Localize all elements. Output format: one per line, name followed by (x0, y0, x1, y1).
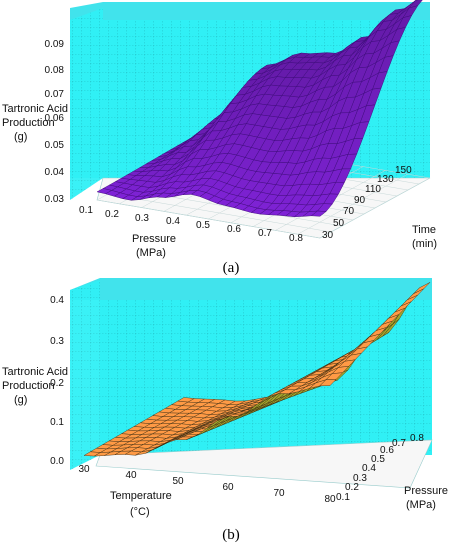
panel-a-x-ticks: 0.1 0.2 0.3 0.4 0.5 0.6 0.7 0.8 (79, 205, 303, 244)
panel-b-z-label: Tartronic Acid (2, 366, 68, 378)
z-tick: 0.07 (45, 89, 65, 100)
z-tick: 0.05 (45, 140, 65, 151)
panel-b-x-label: Temperature (110, 490, 172, 502)
panel-a-x-label: Pressure (132, 233, 176, 245)
y-tick: 30 (322, 230, 334, 241)
y-tick: 110 (365, 184, 381, 195)
panel-a-surface (96, 0, 423, 218)
surface-b-patch (319, 378, 337, 387)
z-tick: 0.2 (50, 378, 64, 389)
surface-a-patch (310, 210, 327, 217)
y-tick: 70 (343, 206, 355, 217)
y-tick: 90 (354, 195, 366, 206)
x-tick: 0.5 (196, 220, 210, 231)
x-tick: 0.8 (289, 233, 303, 244)
panel-a-caption: (a) (223, 260, 240, 276)
panel-b-top-band (70, 278, 432, 300)
panel-a-y-ticks: 30 50 70 90 110 130 150 (322, 165, 412, 241)
x-tick: 50 (172, 476, 184, 487)
x-tick: 70 (273, 488, 285, 499)
z-tick: 0.3 (50, 336, 64, 347)
x-tick: 0.7 (258, 228, 272, 239)
panel-b-caption: (b) (222, 527, 240, 543)
panel-b-y-ticks: 0.1 0.2 0.3 0.4 0.5 0.6 0.7 0.8 (336, 433, 424, 503)
x-tick: 0.6 (227, 224, 241, 235)
panel-b: 0.4 0.3 0.2 0.1 0.0 30 40 50 60 70 80 0.… (2, 278, 448, 518)
panel-b-x-ticks: 30 40 50 60 70 80 (78, 464, 336, 505)
y-tick: 150 (395, 165, 412, 176)
y-tick: 50 (333, 218, 345, 229)
floor-grid-line (319, 177, 431, 239)
y-tick: 130 (377, 174, 394, 185)
z-tick: 0.06 (45, 113, 65, 124)
panel-b-z-label: (g) (14, 394, 27, 406)
panel-b-x-label: (°C) (130, 506, 150, 518)
panel-a-z-label: Production (2, 117, 55, 129)
panel-a-y-label: Time (412, 224, 436, 236)
panel-b-surface (83, 282, 431, 457)
x-tick: 0.3 (135, 213, 149, 224)
y-tick: 0.3 (353, 473, 367, 484)
x-tick: 0.1 (79, 205, 93, 216)
panel-a-x-label: (MPa) (136, 247, 166, 259)
panel-b-y-label: (MPa) (406, 499, 436, 511)
y-tick: 0.7 (392, 438, 406, 449)
panel-a-z-ticks: 0.09 0.08 0.07 0.06 0.05 0.04 0.03 (45, 39, 65, 205)
z-tick: 0.0 (50, 456, 64, 467)
panel-b-z-ticks: 0.4 0.3 0.2 0.1 0.0 (50, 295, 64, 467)
x-tick: 40 (125, 470, 137, 481)
panel-a: 0.09 0.08 0.07 0.06 0.05 0.04 0.03 0.1 0… (2, 0, 437, 259)
x-tick: 60 (222, 482, 234, 493)
panel-b-floor (95, 439, 433, 489)
panel-a-z-label: Tartronic Acid (2, 103, 68, 115)
z-tick: 0.09 (45, 39, 65, 50)
panel-a-y-label: (min) (412, 238, 437, 250)
z-tick: 0.08 (45, 65, 65, 76)
y-tick: 0.5 (371, 454, 385, 465)
panel-a-top-band (70, 2, 430, 20)
floor-grid-line (297, 173, 408, 235)
y-tick: 0.2 (345, 482, 359, 493)
z-tick: 0.04 (45, 167, 65, 178)
x-tick: 0.2 (105, 209, 119, 220)
z-tick: 0.03 (45, 194, 65, 205)
y-tick: 0.4 (362, 463, 376, 474)
z-tick: 0.4 (50, 295, 64, 306)
panel-a-z-label: (g) (14, 131, 27, 143)
panel-b-y-label: Pressure (404, 485, 448, 497)
y-tick: 0.6 (380, 445, 394, 456)
y-tick: 0.1 (336, 492, 350, 503)
z-tick: 0.1 (50, 417, 64, 428)
panel-b-left-wall (70, 280, 100, 470)
x-tick: 80 (324, 494, 336, 505)
panel-a-left-wall (70, 8, 103, 200)
x-tick: 0.4 (166, 216, 180, 227)
y-tick: 0.8 (410, 433, 424, 444)
panel-b-z-label: Production (2, 380, 55, 392)
x-tick: 30 (78, 464, 90, 475)
